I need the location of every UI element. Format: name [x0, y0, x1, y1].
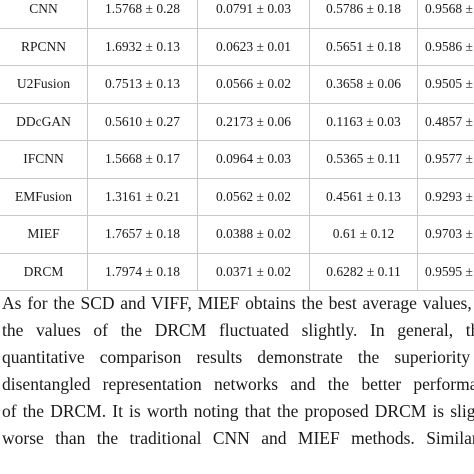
value-cell: 0.0791 ± 0.03: [198, 0, 310, 29]
value-cell: 0.4857 ± 0.05: [418, 104, 474, 141]
value-cell: 0.9505 ± 0.04: [418, 66, 474, 104]
text-line: quantitative comparison results demonstr…: [2, 347, 474, 367]
value-cell: 0.3658 ± 0.06: [310, 66, 418, 104]
value-cell: 1.7657 ± 0.18: [88, 216, 198, 254]
value-cell: 0.0623 ± 0.01: [198, 28, 310, 66]
value-cell: 0.9586 ± 0.03: [418, 29, 474, 66]
method-cell: DDcGAN: [0, 103, 88, 141]
value-cell: 0.5365 ± 0.11: [310, 141, 418, 179]
value-cell: 0.5651 ± 0.18: [310, 28, 418, 66]
value-cell: 0.7513 ± 0.13: [88, 66, 198, 104]
value-cell: 1.5768 ± 0.28: [88, 0, 198, 29]
value-cell: 0.9293 ± 0.03: [418, 179, 474, 216]
value-cell: 1.6932 ± 0.13: [88, 28, 198, 66]
value-cell: 0.0371 ± 0.02: [198, 253, 310, 291]
value-cell: 0.0566 ± 0.02: [198, 66, 310, 104]
value-cell: 0.9595 ± 0.01: [418, 254, 474, 291]
value-cell: 0.61 ± 0.12: [310, 216, 418, 254]
value-cell: 0.0964 ± 0.03: [198, 141, 310, 179]
value-cell: 0.6282 ± 0.11: [310, 253, 418, 291]
method-cell: CNN: [0, 0, 88, 29]
value-cell: 0.9703 ± 0.01: [418, 216, 474, 254]
value-cell: 1.5668 ± 0.17: [88, 141, 198, 179]
value-cell: 0.9577 ± 0.02: [418, 141, 474, 179]
text-line: As for the SCD and VIFF, MIEF obtains th…: [2, 293, 474, 313]
text-line: worse than the traditional CNN and MIEF …: [2, 428, 474, 448]
method-cell: RPCNN: [0, 28, 88, 66]
text-line: the values of the DRCM fluctuated slight…: [2, 320, 474, 340]
method-cell: MIEF: [0, 216, 88, 254]
method-cell: U2Fusion: [0, 66, 88, 104]
method-cell: IFCNN: [0, 141, 88, 179]
value-cell: 0.5610 ± 0.27: [88, 103, 198, 141]
value-cell: 0.9568 ± 0.03: [418, 0, 474, 29]
value-cell: 0.4561 ± 0.13: [310, 178, 418, 216]
value-cell: 0.0388 ± 0.02: [198, 216, 310, 254]
value-cell: 1.7974 ± 0.18: [88, 253, 198, 291]
value-cell: 0.5786 ± 0.18: [310, 0, 418, 29]
text-line: of the DRCM. It is worth noting that the…: [2, 401, 474, 421]
value-cell: 0.1163 ± 0.03: [310, 103, 418, 141]
text-line: disentangled representation networks and…: [2, 374, 474, 394]
method-cell: EMFusion: [0, 178, 88, 216]
method-cell: DRCM: [0, 253, 88, 291]
value-cell: 0.0562 ± 0.02: [198, 178, 310, 216]
value-cell: 1.3161 ± 0.21: [88, 178, 198, 216]
value-cell: 0.2173 ± 0.06: [198, 103, 310, 141]
